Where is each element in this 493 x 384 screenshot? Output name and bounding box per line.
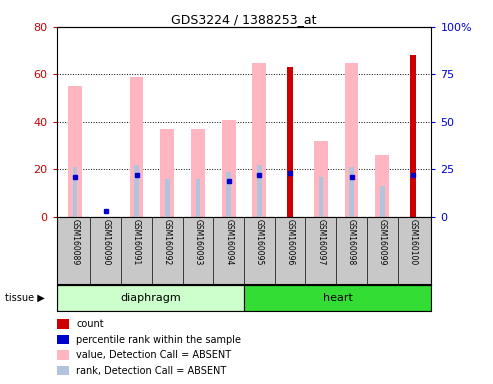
Text: GSM160095: GSM160095 xyxy=(255,219,264,265)
Bar xyxy=(380,186,385,217)
Bar xyxy=(73,167,77,217)
Text: GSM160092: GSM160092 xyxy=(163,219,172,265)
Bar xyxy=(57,285,244,311)
Bar xyxy=(252,63,266,217)
Bar xyxy=(345,63,358,217)
Text: GSM160091: GSM160091 xyxy=(132,219,141,265)
Text: GSM160094: GSM160094 xyxy=(224,219,233,265)
Text: GSM160090: GSM160090 xyxy=(102,219,110,265)
Text: GSM160099: GSM160099 xyxy=(378,219,387,265)
Bar xyxy=(257,165,262,217)
Text: GSM160098: GSM160098 xyxy=(347,219,356,265)
Bar xyxy=(375,155,389,217)
Text: GSM160093: GSM160093 xyxy=(193,219,203,265)
Text: value, Detection Call = ABSENT: value, Detection Call = ABSENT xyxy=(76,350,232,360)
Title: GDS3224 / 1388253_at: GDS3224 / 1388253_at xyxy=(171,13,317,26)
Text: percentile rank within the sample: percentile rank within the sample xyxy=(76,335,242,345)
Text: count: count xyxy=(76,319,104,329)
Bar xyxy=(226,172,231,217)
Bar xyxy=(165,179,170,217)
Text: GSM160096: GSM160096 xyxy=(285,219,295,265)
Bar xyxy=(222,119,236,217)
Text: GSM160100: GSM160100 xyxy=(408,219,418,265)
Bar xyxy=(160,129,174,217)
Text: heart: heart xyxy=(323,293,352,303)
Bar xyxy=(134,165,139,217)
Bar xyxy=(68,86,82,217)
Bar xyxy=(244,285,431,311)
Bar xyxy=(196,179,200,217)
Bar xyxy=(318,177,323,217)
Text: tissue ▶: tissue ▶ xyxy=(5,293,45,303)
Text: GSM160089: GSM160089 xyxy=(70,219,80,265)
Bar xyxy=(349,167,354,217)
Text: GSM160097: GSM160097 xyxy=(317,219,325,265)
Bar xyxy=(130,77,143,217)
Bar xyxy=(411,165,415,217)
Bar xyxy=(191,129,205,217)
Bar xyxy=(410,55,416,217)
Text: rank, Detection Call = ABSENT: rank, Detection Call = ABSENT xyxy=(76,366,227,376)
Bar xyxy=(287,67,293,217)
Text: diaphragm: diaphragm xyxy=(120,293,181,303)
Bar xyxy=(314,141,328,217)
